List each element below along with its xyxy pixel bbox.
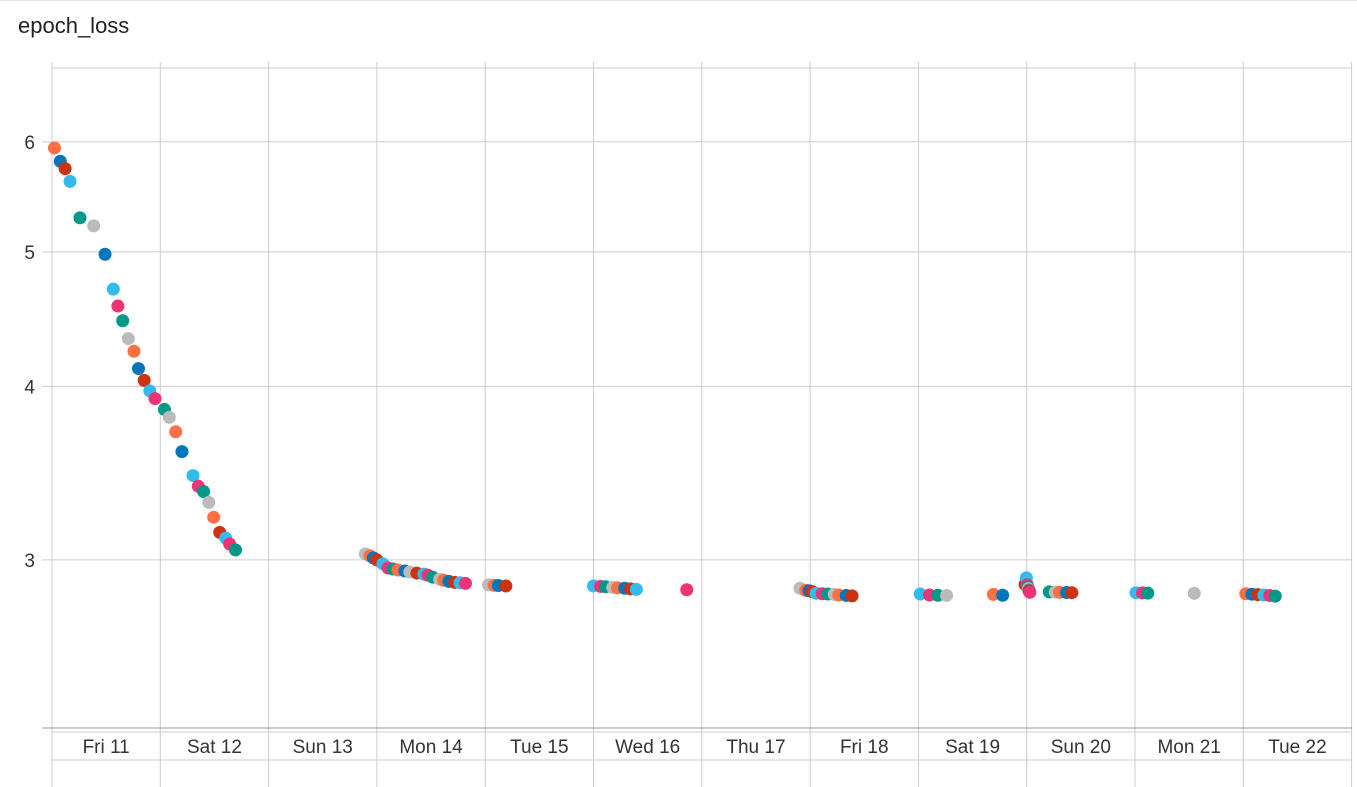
data-point[interactable]	[58, 162, 72, 176]
data-point[interactable]	[499, 579, 513, 593]
axis-layer	[42, 727, 1352, 761]
y-tick-label: 5	[24, 243, 35, 264]
x-tick-label: Wed 16	[615, 737, 680, 758]
data-point[interactable]	[73, 211, 87, 225]
data-point[interactable]	[940, 588, 954, 602]
x-tick-label: Sun 20	[1051, 737, 1111, 758]
tick-labels: 3 4 5 6 Fri 11 Sat 12 Sun 13 Mon 14 Tue 15 Wed 16…	[24, 133, 1326, 758]
grid-layer	[42, 62, 1353, 787]
x-tick-label: Sun 13	[293, 737, 353, 758]
y-tick-label: 4	[24, 377, 35, 398]
data-point[interactable]	[137, 373, 151, 387]
x-tick-label: Tue 22	[1268, 737, 1326, 758]
x-tick-label: Thu 17	[726, 737, 785, 758]
data-point[interactable]	[87, 219, 101, 233]
data-point[interactable]	[996, 588, 1010, 602]
data-point[interactable]	[629, 582, 643, 596]
y-tick-label: 3	[24, 551, 35, 572]
data-point[interactable]	[162, 410, 176, 424]
data-points	[47, 141, 1282, 603]
x-tick-label: Sat 19	[945, 737, 1000, 758]
data-point[interactable]	[111, 299, 125, 313]
x-tick-label: Mon 14	[399, 737, 463, 758]
x-tick-label: Tue 15	[510, 737, 568, 758]
data-point[interactable]	[1187, 586, 1201, 600]
data-point[interactable]	[131, 362, 145, 376]
y-tick-label: 6	[24, 133, 35, 154]
data-point[interactable]	[47, 141, 61, 155]
x-tick-label: Mon 21	[1157, 737, 1220, 758]
x-tick-label: Fri 18	[840, 737, 889, 758]
data-point[interactable]	[1065, 586, 1079, 600]
data-point[interactable]	[1268, 589, 1282, 603]
data-point[interactable]	[202, 495, 216, 509]
data-point[interactable]	[148, 392, 162, 406]
data-point[interactable]	[186, 469, 200, 483]
data-point[interactable]	[680, 583, 694, 597]
data-point[interactable]	[458, 576, 472, 590]
data-point[interactable]	[845, 589, 859, 603]
data-point[interactable]	[127, 344, 141, 358]
data-point[interactable]	[121, 332, 135, 346]
data-point[interactable]	[175, 445, 189, 459]
data-point[interactable]	[229, 543, 243, 557]
data-point[interactable]	[1141, 586, 1155, 600]
data-point[interactable]	[169, 425, 183, 439]
data-point[interactable]	[207, 510, 221, 524]
data-point[interactable]	[98, 247, 112, 261]
data-point[interactable]	[1023, 585, 1037, 599]
chart-title: epoch_loss	[18, 13, 130, 38]
data-point[interactable]	[116, 314, 130, 328]
top-divider	[0, 0, 1357, 1]
data-point[interactable]	[106, 282, 120, 296]
data-point[interactable]	[197, 485, 211, 499]
x-tick-label: Sat 12	[187, 737, 242, 758]
x-tick-label: Fri 11	[83, 737, 130, 758]
data-point[interactable]	[63, 174, 77, 188]
